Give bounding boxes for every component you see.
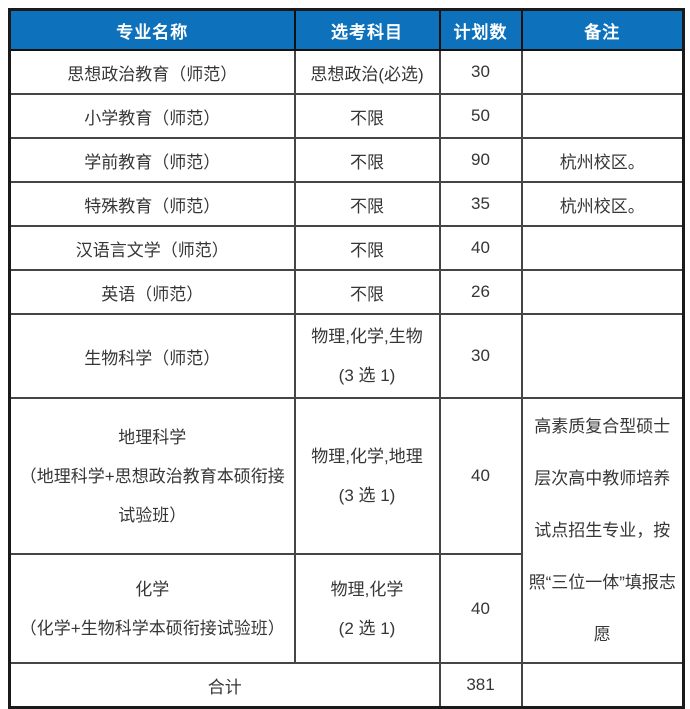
cell-plan: 50 [438, 93, 523, 139]
cell-subject: 思想政治(必选) [293, 49, 441, 95]
cell-remark [520, 269, 685, 315]
page: 专业名称 选考科目 计划数 备注 思想政治教育（师范） 思想政治(必选) 30 … [8, 8, 685, 709]
cell-plan: 40 [438, 553, 523, 665]
table-row-total: 合计 381 [8, 662, 685, 709]
cell-remark [520, 49, 685, 95]
table-row-chinese-language: 汉语言文学（师范） 不限 40 [8, 225, 685, 271]
total-remark [520, 662, 685, 709]
header-plan: 计划数 [438, 8, 523, 51]
major-line-2: （化学+生物科学本硕衔接试验班） [19, 618, 285, 638]
cell-major: 思想政治教育（师范） [8, 49, 296, 95]
subject-line-2: (3 选 1) [338, 366, 396, 386]
header-remark: 备注 [520, 8, 685, 51]
cell-major: 汉语言文学（师范） [8, 225, 296, 271]
cell-remark: 杭州校区。 [520, 181, 685, 227]
header-row: 专业名称 选考科目 计划数 备注 [8, 8, 685, 51]
cell-remark [520, 93, 685, 139]
cell-remark-merged: 高素质复合型硕士层次高中教师培养试点招生专业，按照“三位一体”填报志愿 [520, 397, 685, 665]
table-row-biological-science: 生物科学（师范） 物理,化学,生物 (3 选 1) 30 [8, 312, 685, 400]
total-value: 381 [438, 662, 523, 709]
cell-plan: 30 [438, 49, 523, 95]
cell-subject: 物理,化学 (2 选 1) [293, 553, 441, 665]
header-subjects: 选考科目 [293, 8, 441, 51]
subject-line-1: 物理,化学 [330, 579, 404, 599]
cell-subject: 不限 [293, 137, 441, 183]
table-row-primary-education: 小学教育（师范） 不限 50 [8, 93, 685, 139]
cell-major: 地理科学 （地理科学+思想政治教育本硕衔接试验班） [8, 397, 296, 556]
cell-plan: 40 [438, 225, 523, 271]
subject-line-1: 物理,化学,生物 [311, 327, 423, 346]
table-row-ideological-politics: 思想政治教育（师范） 思想政治(必选) 30 [8, 49, 685, 95]
cell-remark: 杭州校区。 [520, 137, 685, 183]
major-line-1: 地理科学 [118, 427, 187, 447]
cell-major: 学前教育（师范） [8, 137, 296, 183]
header-major: 专业名称 [8, 8, 296, 51]
cell-remark [520, 312, 685, 400]
enrollment-plan-table: 专业名称 选考科目 计划数 备注 思想政治教育（师范） 思想政治(必选) 30 … [8, 8, 685, 709]
table-row-preschool-education: 学前教育（师范） 不限 90 杭州校区。 [8, 137, 685, 183]
cell-plan: 35 [438, 181, 523, 227]
table-row-special-education: 特殊教育（师范） 不限 35 杭州校区。 [8, 181, 685, 227]
cell-plan: 26 [438, 269, 523, 315]
cell-plan: 40 [438, 397, 523, 556]
cell-plan: 90 [438, 137, 523, 183]
major-line-2: （地理科学+思想政治教育本硕衔接试验班） [19, 466, 285, 525]
cell-subject: 物理,化学,生物 (3 选 1) [293, 312, 441, 400]
subject-line-1: 物理,化学,地理 [311, 447, 423, 467]
cell-major: 小学教育（师范） [8, 93, 296, 139]
cell-subject: 不限 [293, 225, 441, 271]
subject-line-2: (2 选 1) [338, 618, 396, 638]
cell-subject: 不限 [293, 93, 441, 139]
cell-major: 英语（师范） [8, 269, 296, 315]
cell-subject: 不限 [293, 181, 441, 227]
cell-remark [520, 225, 685, 271]
cell-major: 生物科学（师范） [8, 312, 296, 400]
cell-subject: 不限 [293, 269, 441, 315]
cell-major: 特殊教育（师范） [8, 181, 296, 227]
table-row-english: 英语（师范） 不限 26 [8, 269, 685, 315]
cell-subject: 物理,化学,地理 (3 选 1) [293, 397, 441, 556]
major-line-1: 化学 [135, 579, 170, 599]
cell-major: 化学 （化学+生物科学本硕衔接试验班） [8, 553, 296, 665]
total-label: 合计 [8, 662, 441, 709]
table-row-geographical-science: 地理科学 （地理科学+思想政治教育本硕衔接试验班） 物理,化学,地理 (3 选 … [8, 397, 685, 665]
cell-plan: 30 [438, 312, 523, 400]
subject-line-2: (3 选 1) [338, 486, 396, 506]
